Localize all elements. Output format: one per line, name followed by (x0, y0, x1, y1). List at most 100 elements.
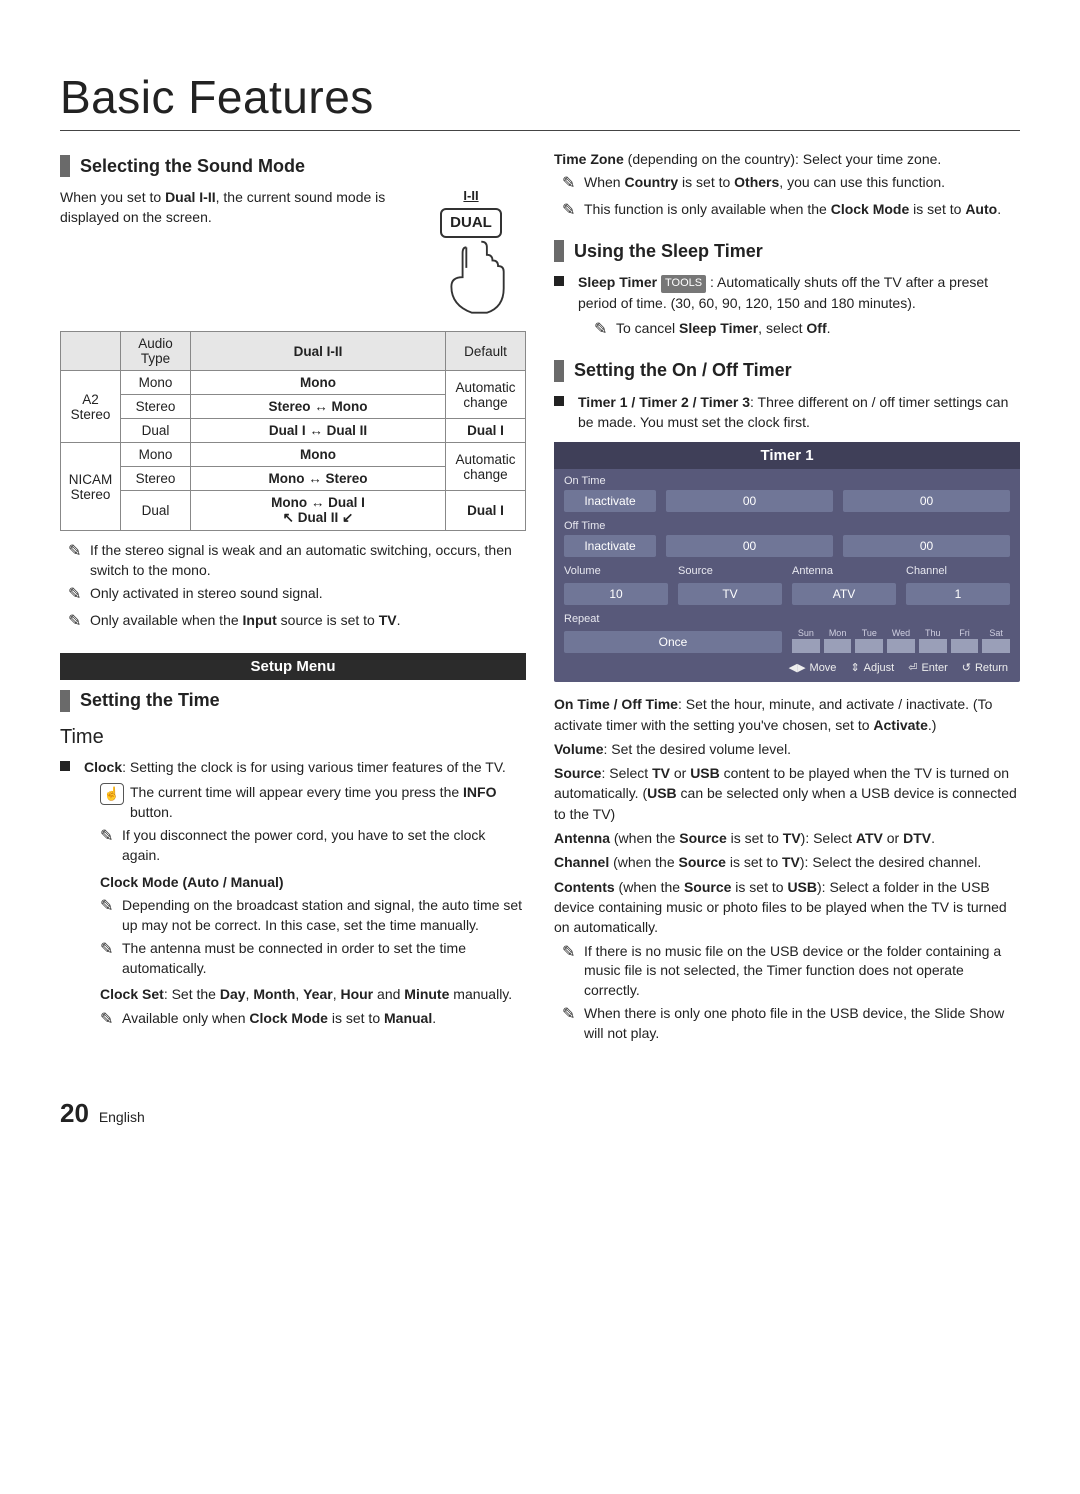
timer-bottom-hints: ◀▶ Move ⇕ Adjust ⏎ Enter ↺ Return (554, 655, 1020, 676)
note: ☝ The current time will appear every tim… (100, 783, 526, 822)
timezone-text: Time Zone (depending on the country): Se… (554, 149, 1020, 169)
c: Dual I (446, 419, 526, 443)
hint-return: ↺ Return (962, 661, 1008, 674)
note-text: When Country is set to Others, you can u… (584, 173, 1020, 193)
note: ✎If the stereo signal is weak and an aut… (68, 541, 526, 580)
timer-repeat-once[interactable]: Once (564, 631, 782, 653)
note: ✎Only activated in stereo sound signal. (68, 584, 526, 606)
timer-volume[interactable]: 10 (564, 583, 668, 605)
label-antenna: Antenna (792, 565, 896, 577)
setup-menu-bar: Setup Menu (60, 653, 526, 680)
tools-badge: TOOLS (661, 275, 706, 293)
c: Automatic change (446, 371, 526, 419)
timer-ontime-state[interactable]: Inactivate (564, 490, 656, 512)
c: Mono ↔ Dual I ↖ Dual II ↙ (191, 491, 446, 531)
note: ✎Depending on the broadcast station and … (100, 896, 526, 935)
note-icon: ✎ (100, 826, 122, 848)
section-onoff-timer: Setting the On / Off Timer (554, 360, 1020, 382)
section-setting-time-title: Setting the Time (80, 690, 220, 711)
clock-mode-heading: Clock Mode (Auto / Manual) (100, 872, 526, 892)
desc-ontime: On Time / Off Time: Set the hour, minute… (554, 694, 1020, 735)
label-repeat: Repeat (564, 613, 1010, 625)
day-box[interactable] (792, 639, 820, 653)
left-column: Selecting the Sound Mode When you set to… (60, 149, 526, 1048)
note-text: Only activated in stereo sound signal. (90, 584, 526, 604)
day: Thu (925, 628, 941, 638)
c: Dual I ↔ Dual II (191, 419, 446, 443)
timer-offtime-mm[interactable]: 00 (843, 535, 1010, 557)
note: ✎When Country is set to Others, you can … (562, 173, 1020, 195)
label-source: Source (678, 565, 782, 577)
note-text: If the stereo signal is weak and an auto… (90, 541, 526, 580)
remote-dual-button: DUAL (440, 208, 502, 238)
day: Fri (959, 628, 970, 638)
sound-mode-table: Audio Type Dual I-II Default A2 Stereo M… (60, 331, 526, 531)
group-nicam: NICAM Stereo (61, 443, 121, 531)
day-box[interactable] (855, 639, 883, 653)
hint-move: ◀▶ Move (789, 661, 837, 674)
label-volume: Volume (564, 565, 668, 577)
day: Mon (829, 628, 847, 638)
bullet-icon (554, 276, 564, 286)
bullet-text: Sleep Timer TOOLS : Automatically shuts … (578, 272, 1020, 313)
label-offtime: Off Time (564, 520, 1010, 532)
day-box[interactable] (887, 639, 915, 653)
timer-channel[interactable]: 1 (906, 583, 1010, 605)
section-marker (554, 240, 564, 262)
note: ✎To cancel Sleep Timer, select Off. (594, 319, 1020, 341)
timer-antenna[interactable]: ATV (792, 583, 896, 605)
note-text: To cancel Sleep Timer, select Off. (616, 319, 1020, 339)
note-text: If you disconnect the power cord, you ha… (122, 826, 526, 865)
day-box[interactable] (982, 639, 1010, 653)
note-text: If there is no music file on the USB dev… (584, 942, 1020, 1001)
note: ✎Only available when the Input source is… (68, 611, 526, 633)
label-channel: Channel (906, 565, 1010, 577)
remote-top-label: I-II (463, 187, 478, 206)
bullet-icon (554, 396, 564, 406)
timer-offtime-hh[interactable]: 00 (666, 535, 833, 557)
timer-ontime-hh[interactable]: 00 (666, 490, 833, 512)
c: Stereo ↔ Mono (191, 395, 446, 419)
note-text: When there is only one photo file in the… (584, 1004, 1020, 1043)
note-icon: ✎ (562, 1004, 584, 1026)
timer-ontime-mm[interactable]: 00 (843, 490, 1010, 512)
day-box[interactable] (951, 639, 979, 653)
desc-source: Source: Select TV or USB content to be p… (554, 763, 1020, 824)
timer-repeat-days: Sun Mon Tue Wed Thu Fri Sat (792, 628, 1010, 653)
section-marker (60, 690, 70, 712)
note-icon: ✎ (100, 896, 122, 918)
section-onoff-title: Setting the On / Off Timer (574, 360, 792, 381)
timer-offtime-state[interactable]: Inactivate (564, 535, 656, 557)
bullet-text: Clock: Setting the clock is for using va… (84, 757, 526, 777)
note-icon: ✎ (68, 584, 90, 606)
note-icon: ✎ (100, 939, 122, 961)
hand-info-icon: ☝ (100, 783, 124, 805)
page-footer: 20 English (60, 1098, 1020, 1129)
day-box[interactable] (824, 639, 852, 653)
th-dual: Dual I-II (191, 332, 446, 371)
hand-icon (426, 238, 516, 317)
group-a2: A2 Stereo (61, 371, 121, 443)
note-text: Depending on the broadcast station and s… (122, 896, 526, 935)
t: Dual I-II (165, 189, 216, 205)
note-icon: ✎ (68, 611, 90, 633)
th-audio: Audio Type (121, 332, 191, 371)
th-default: Default (446, 332, 526, 371)
section-sleep-timer: Using the Sleep Timer (554, 240, 1020, 262)
label-ontime: On Time (564, 475, 1010, 487)
day: Tue (862, 628, 877, 638)
c: Mono (191, 371, 446, 395)
day-box[interactable] (919, 639, 947, 653)
section-marker (60, 155, 70, 177)
desc-volume: Volume: Set the desired volume level. (554, 739, 1020, 759)
desc-antenna: Antenna (when the Source is set to TV): … (554, 828, 1020, 848)
note: ✎If there is no music file on the USB de… (562, 942, 1020, 1001)
c: Stereo (121, 395, 191, 419)
timer-source[interactable]: TV (678, 583, 782, 605)
bullet-sleep: Sleep Timer TOOLS : Automatically shuts … (554, 272, 1020, 313)
note-text: Available only when Clock Mode is set to… (122, 1009, 526, 1029)
c: Mono ↔ Stereo (191, 467, 446, 491)
note: ✎When there is only one photo file in th… (562, 1004, 1020, 1043)
c: Dual (121, 491, 191, 531)
note-text: Only available when the Input source is … (90, 611, 526, 631)
